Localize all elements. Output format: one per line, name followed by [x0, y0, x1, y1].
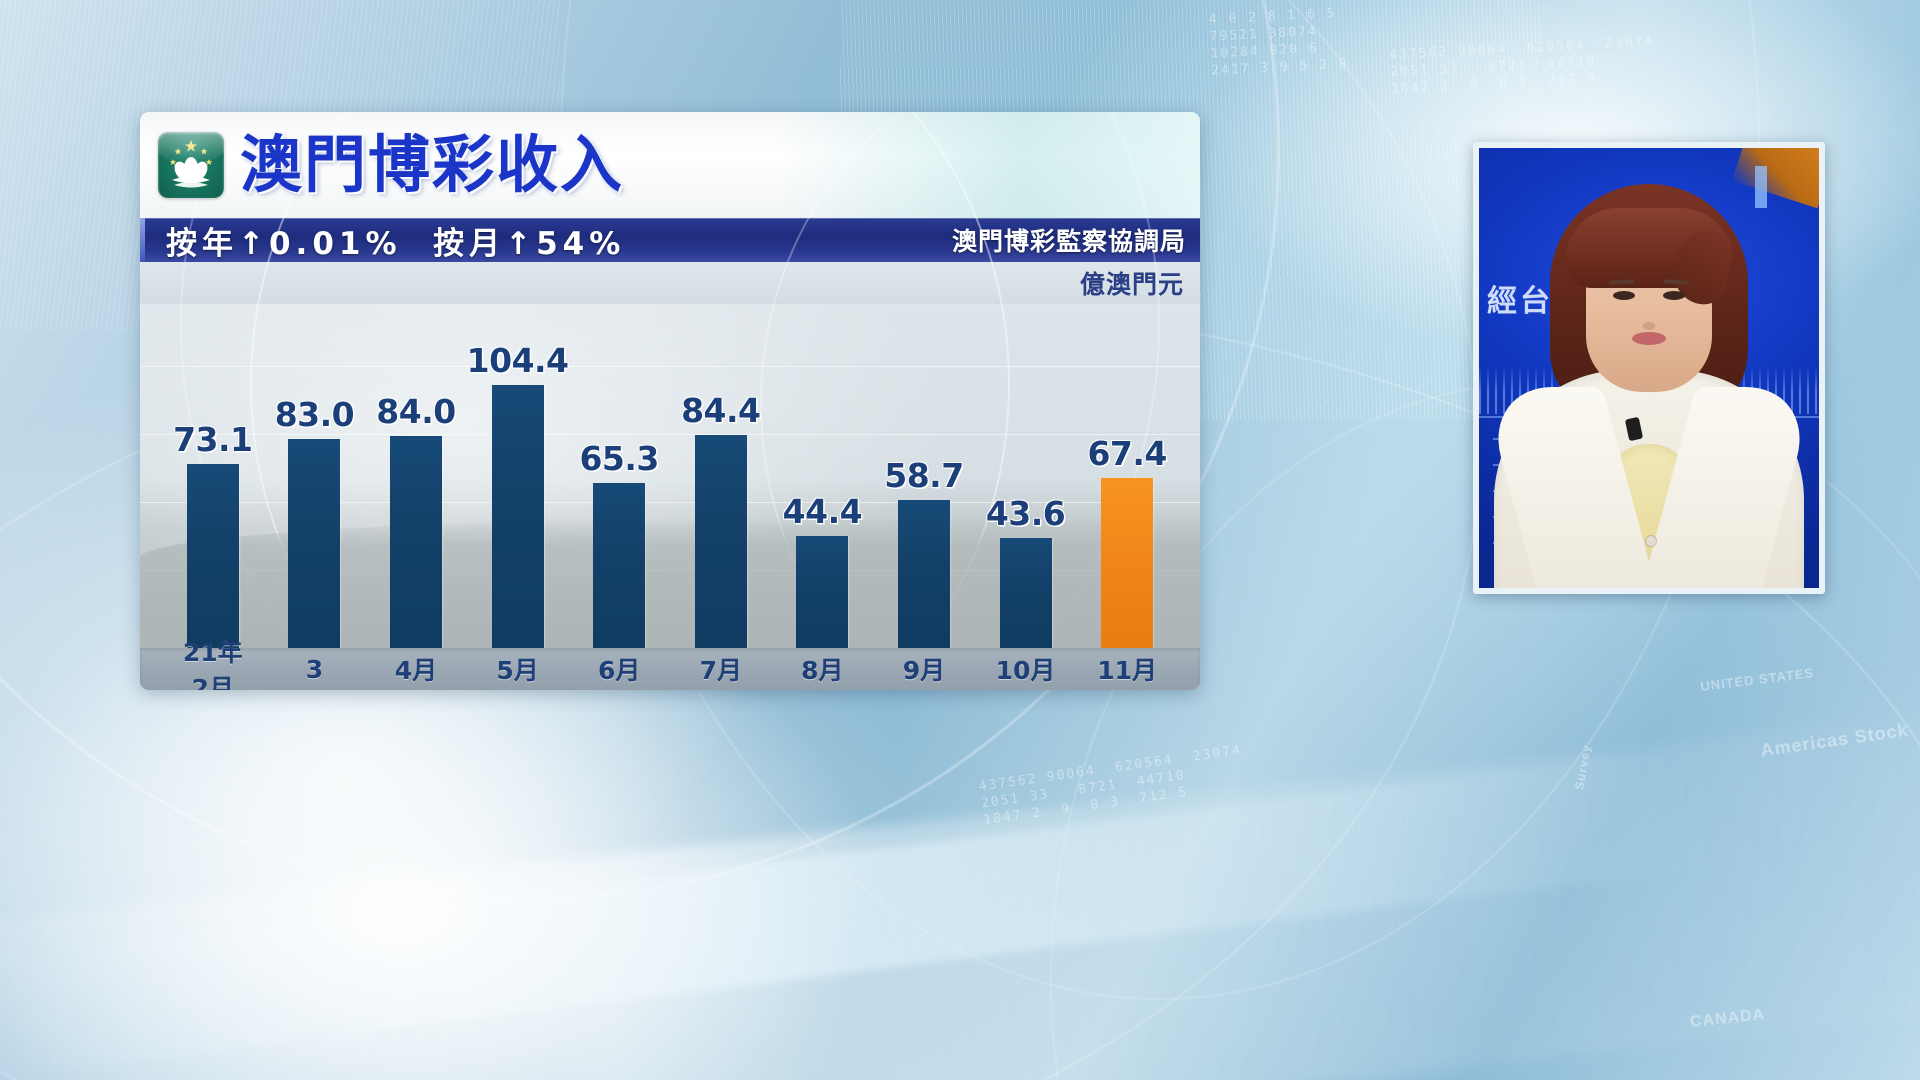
x-axis-label: 7月 [699, 656, 742, 685]
x-axis-label: 9月 [902, 656, 946, 685]
bar-value-label: 58.7 [884, 456, 964, 495]
x-axis-label: 8月 [801, 656, 844, 685]
bar-value-label: 84.0 [376, 392, 456, 431]
bar-rect [694, 435, 747, 648]
bar-column: 67.4 [1087, 312, 1167, 648]
x-axis-label: 10月 [995, 656, 1056, 685]
chart-gridline [140, 434, 1200, 435]
macau-flag-icon [158, 132, 224, 198]
anchor-jacket-button [1646, 536, 1656, 546]
x-axis-label: 4月 [394, 656, 438, 685]
x-axis-label: 21年2月 [182, 638, 243, 690]
bar-value-label: 73.1 [173, 420, 253, 459]
chart-gridline [140, 366, 1200, 367]
bar-rect [999, 538, 1052, 648]
chart-decoration-arc [760, 112, 1200, 690]
bar-rect [1101, 478, 1154, 648]
bar-column: 73.1 [173, 312, 253, 648]
bar-value-label: 84.4 [681, 391, 761, 430]
bar-column: 43.6 [986, 312, 1066, 648]
x-axis: 21年2月 3 4月 5月 6月 7月 8月 9月 10月 11月 [140, 638, 1200, 690]
bar-value-label: 65.3 [579, 439, 659, 478]
news-anchor [1479, 148, 1819, 588]
bar-rect [897, 500, 950, 648]
background-digits: 4 0 2 8 1 6 5 79521 38074 10284 920 6 24… [1208, 5, 1350, 79]
bar-value-label: 104.4 [466, 341, 569, 380]
bar-rect [593, 483, 646, 648]
bar-value-label: 43.6 [985, 494, 1066, 533]
x-axis-label: 3 [305, 654, 324, 684]
bar-column: 58.7 [884, 312, 964, 648]
bar-column: 104.4 [467, 312, 569, 648]
bar-column: 65.3 [579, 312, 659, 648]
anchor-fringe [1565, 208, 1733, 288]
bar-rect [491, 385, 544, 648]
anchor-eye-right [1663, 291, 1685, 300]
bar-column: 84.4 [681, 312, 761, 648]
bar-series: 73.1 83.0 84.0 104.4 65.3 84.4 44.4 58.7 43.6 67.… [140, 312, 1200, 648]
studio-light-block [1755, 166, 1767, 208]
bar-value-label: 83.0 [274, 395, 355, 434]
x-axis-label: 5月 [496, 656, 539, 685]
bar-column: 44.4 [783, 312, 863, 648]
x-axis-label: 6月 [597, 656, 641, 685]
bar-value-label: 44.4 [782, 492, 863, 531]
bar-rect [186, 464, 239, 648]
x-axis-label: 11月 [1097, 656, 1158, 685]
channel-name-text: 經台 [1487, 284, 1553, 319]
chart-gridline [140, 502, 1200, 503]
page-title: 澳門博彩收入 [240, 128, 625, 201]
chart-plot-area: 73.1 83.0 84.0 104.4 65.3 84.4 44.4 58.7 43.6 67.… [140, 312, 1200, 648]
bar-rect [796, 536, 849, 648]
bar-column: 83.0 [275, 312, 355, 648]
bar-chart: 73.1 83.0 84.0 104.4 65.3 84.4 44.4 58.7 43.6 67.… [140, 112, 1200, 690]
bar-column: 84.0 [376, 312, 456, 648]
anchor-mouth [1632, 332, 1666, 345]
bar-rect [288, 439, 341, 648]
bar-value-label: 67.4 [1087, 434, 1167, 473]
live-video-panel[interactable]: 經台 [1473, 142, 1825, 594]
anchor-nose [1642, 322, 1656, 330]
chart-graphic-panel: 澳門博彩收入 按年↑0.01% 按月↑54% 澳門博彩監察協調局 億澳門元 73… [140, 112, 1200, 690]
anchor-eye-left [1613, 291, 1635, 300]
bar-rect [389, 436, 442, 648]
